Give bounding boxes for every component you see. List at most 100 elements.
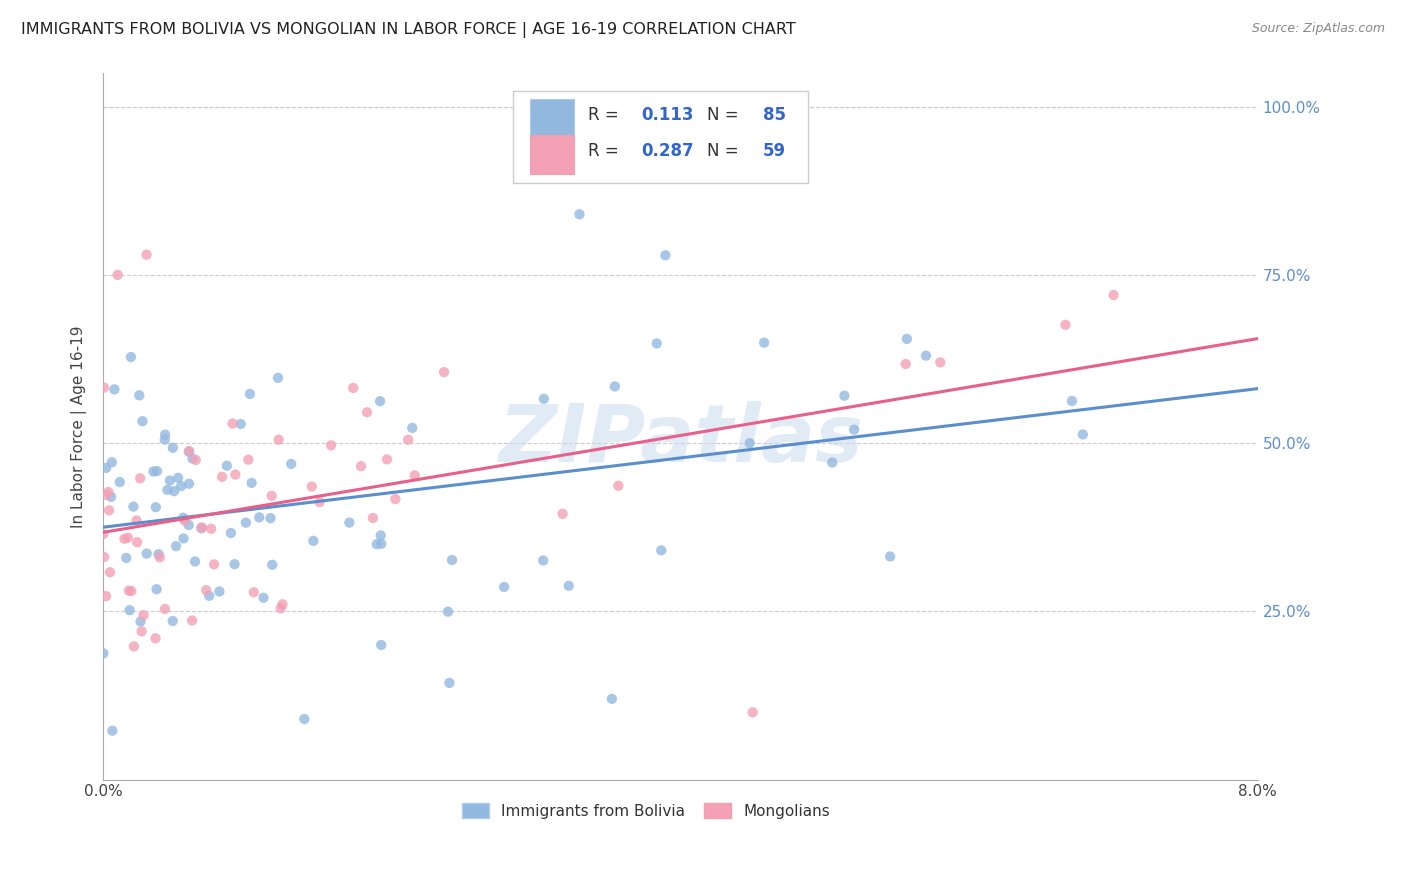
Point bbox=[149, 550, 172, 565]
Legend: Immigrants from Bolivia, Mongolians: Immigrants from Bolivia, Mongolians bbox=[456, 797, 837, 825]
Point bbox=[145, 582, 167, 597]
Point bbox=[118, 583, 141, 598]
Point bbox=[219, 526, 242, 541]
Point bbox=[170, 479, 193, 493]
Point bbox=[645, 336, 668, 351]
Text: N =: N = bbox=[707, 106, 744, 124]
Point bbox=[224, 467, 246, 482]
Point bbox=[127, 535, 149, 549]
Point bbox=[114, 532, 136, 546]
Point bbox=[173, 514, 195, 528]
Point bbox=[375, 452, 398, 467]
Text: R =: R = bbox=[588, 142, 624, 160]
Point bbox=[494, 580, 516, 594]
Point bbox=[181, 451, 204, 466]
Point bbox=[132, 608, 155, 623]
Point bbox=[894, 357, 917, 371]
Point bbox=[145, 500, 167, 515]
Point bbox=[94, 589, 117, 603]
Point bbox=[153, 427, 176, 442]
Point bbox=[167, 471, 190, 485]
Point bbox=[650, 543, 672, 558]
Point bbox=[262, 558, 284, 572]
Point bbox=[238, 452, 260, 467]
Point bbox=[191, 520, 214, 534]
Point bbox=[93, 549, 115, 564]
Point bbox=[122, 500, 145, 514]
Point bbox=[1054, 318, 1077, 332]
Point bbox=[100, 490, 122, 504]
Point bbox=[752, 335, 775, 350]
Point bbox=[93, 646, 115, 660]
Point bbox=[94, 461, 117, 475]
Point bbox=[98, 566, 121, 580]
Point bbox=[224, 558, 246, 572]
Point bbox=[98, 503, 121, 517]
Point bbox=[738, 436, 761, 450]
Point bbox=[135, 248, 157, 262]
Point bbox=[240, 475, 263, 490]
Point bbox=[235, 516, 257, 530]
Point bbox=[366, 537, 388, 551]
Point bbox=[153, 602, 176, 616]
Point bbox=[531, 553, 554, 567]
Point bbox=[131, 624, 153, 639]
Point bbox=[607, 479, 630, 493]
Point bbox=[368, 394, 391, 409]
Point bbox=[533, 392, 555, 406]
FancyBboxPatch shape bbox=[530, 100, 574, 138]
Point bbox=[107, 268, 129, 282]
Point bbox=[135, 547, 157, 561]
Point bbox=[259, 511, 281, 525]
Point bbox=[129, 471, 152, 485]
Point bbox=[260, 489, 283, 503]
Text: R =: R = bbox=[588, 106, 624, 124]
Point bbox=[1071, 427, 1094, 442]
Point bbox=[190, 521, 212, 535]
Point bbox=[551, 507, 574, 521]
Point bbox=[1102, 288, 1125, 302]
Point bbox=[172, 510, 194, 524]
FancyBboxPatch shape bbox=[530, 135, 574, 174]
Point bbox=[879, 549, 901, 564]
Point bbox=[1060, 394, 1083, 409]
Point bbox=[108, 475, 131, 489]
Point bbox=[834, 389, 856, 403]
Point bbox=[929, 355, 952, 369]
Point bbox=[441, 553, 464, 567]
Point bbox=[396, 433, 419, 447]
Point bbox=[308, 495, 330, 509]
Point bbox=[896, 332, 918, 346]
Point bbox=[247, 510, 270, 524]
Point bbox=[184, 453, 207, 467]
Point bbox=[270, 601, 292, 615]
Point bbox=[179, 444, 201, 458]
Point bbox=[142, 465, 165, 479]
Point bbox=[195, 583, 218, 598]
Point bbox=[558, 579, 581, 593]
Point bbox=[165, 539, 187, 553]
Point bbox=[117, 531, 139, 545]
Point bbox=[243, 585, 266, 599]
Point bbox=[198, 589, 221, 603]
Point bbox=[271, 597, 294, 611]
Point bbox=[177, 444, 200, 458]
Point bbox=[384, 492, 406, 507]
Point bbox=[215, 458, 238, 473]
Point bbox=[120, 350, 142, 364]
Point bbox=[342, 381, 364, 395]
Point bbox=[280, 457, 302, 471]
Text: 59: 59 bbox=[762, 142, 786, 160]
Point bbox=[439, 676, 461, 690]
Point bbox=[252, 591, 274, 605]
Point bbox=[129, 615, 152, 629]
Point bbox=[115, 550, 138, 565]
Point bbox=[177, 518, 200, 533]
Point bbox=[603, 379, 626, 393]
Point bbox=[128, 388, 150, 402]
Point bbox=[148, 547, 170, 561]
Point bbox=[153, 433, 176, 447]
Point bbox=[200, 522, 222, 536]
Point bbox=[120, 584, 142, 599]
Point bbox=[568, 207, 591, 221]
